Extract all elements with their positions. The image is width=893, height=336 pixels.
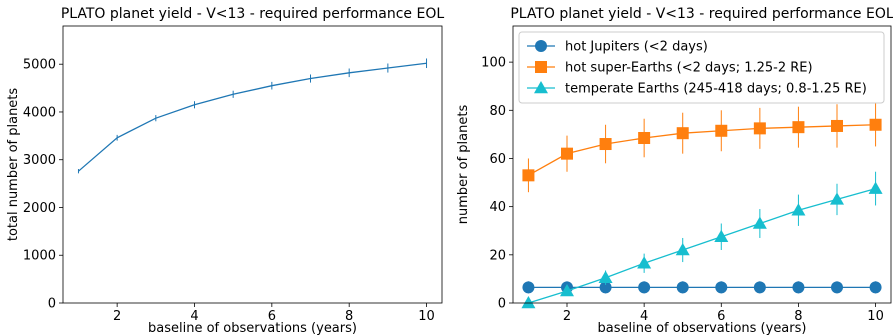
data-point	[869, 118, 882, 131]
y-tick-label: 3000	[23, 153, 56, 168]
legend-marker	[534, 81, 548, 94]
x-axis-label: baseline of observations (years)	[598, 321, 807, 336]
data-point	[521, 296, 536, 309]
series-1	[77, 58, 428, 174]
data-point	[868, 181, 883, 194]
series-line	[78, 62, 427, 172]
chart-panel-1: PLATO planet yield - V<13 - required per…	[6, 6, 444, 336]
y-tick-label: 20	[489, 248, 506, 263]
y-axis-label: number of planets	[456, 105, 471, 225]
legend-marker	[535, 40, 547, 52]
x-axis-label: baseline of observations (years)	[148, 321, 357, 336]
data-point	[637, 256, 652, 269]
y-tick-label: 60	[489, 152, 506, 167]
data-point	[638, 281, 651, 294]
x-tick-label: 2	[113, 309, 121, 324]
data-point	[599, 281, 612, 294]
x-tick-label: 2	[563, 309, 571, 324]
x-tick-label: 10	[867, 309, 884, 324]
data-point	[599, 138, 612, 151]
x-tick-label: 6	[717, 309, 725, 324]
x-tick-label: 4	[190, 309, 198, 324]
y-tick-label: 0	[48, 297, 56, 312]
data-point	[831, 281, 843, 294]
plot-frame	[512, 25, 892, 304]
legend-label: temperate Earths (245-418 days; 0.8-1.25…	[565, 82, 867, 97]
data-point	[522, 281, 535, 294]
data-point	[715, 281, 728, 294]
series-line	[528, 187, 876, 304]
y-tick-label: 80	[489, 104, 506, 119]
chart-title: PLATO planet yield - V<13 - required per…	[510, 6, 893, 22]
data-point	[714, 229, 729, 243]
data-point	[753, 281, 766, 294]
data-point	[598, 270, 613, 283]
y-axis-label: total number of planets	[6, 88, 21, 242]
x-tick-label: 8	[794, 309, 802, 324]
chart-title: PLATO planet yield - V<13 - required per…	[61, 6, 445, 22]
data-point	[638, 132, 651, 145]
legend-box	[518, 31, 885, 104]
data-point	[752, 216, 767, 229]
data-point	[676, 127, 689, 140]
data-point	[791, 203, 806, 216]
x-tick-label: 6	[268, 309, 276, 324]
data-point	[869, 281, 882, 294]
y-tick-label: 1000	[23, 249, 56, 264]
legend-label: hot Jupiters (<2 days)	[565, 40, 708, 55]
plot-frame	[62, 25, 443, 304]
data-point	[753, 122, 766, 135]
series-2	[522, 103, 882, 193]
data-point	[830, 192, 844, 205]
x-tick-label: 4	[640, 309, 648, 324]
y-tick-label: 0	[498, 297, 506, 312]
legend: hot Jupiters (<2 days) hot super-Earths (…	[518, 31, 885, 104]
series-3	[521, 171, 883, 309]
x-tick-label: 8	[345, 309, 353, 324]
data-point	[831, 119, 843, 132]
y-tick-label: 5000	[23, 58, 56, 73]
chart-panel-2: PLATO planet yield - V<13 - required per…	[456, 6, 893, 336]
data-point	[792, 121, 805, 134]
data-point	[676, 281, 689, 294]
series-line	[528, 124, 876, 176]
data-point	[792, 281, 805, 294]
y-tick-label: 4000	[23, 105, 56, 120]
data-point	[675, 243, 690, 256]
y-tick-label: 100	[481, 56, 506, 71]
data-point	[522, 169, 535, 182]
x-tick-label: 10	[418, 309, 435, 324]
legend-label: hot super-Earths (<2 days; 1.25-2 RE)	[565, 61, 813, 76]
data-point	[715, 124, 728, 137]
y-tick-label: 40	[489, 200, 506, 215]
data-point	[561, 147, 573, 160]
legend-marker	[535, 61, 547, 73]
y-tick-label: 2000	[23, 201, 56, 216]
data-point	[560, 283, 574, 297]
